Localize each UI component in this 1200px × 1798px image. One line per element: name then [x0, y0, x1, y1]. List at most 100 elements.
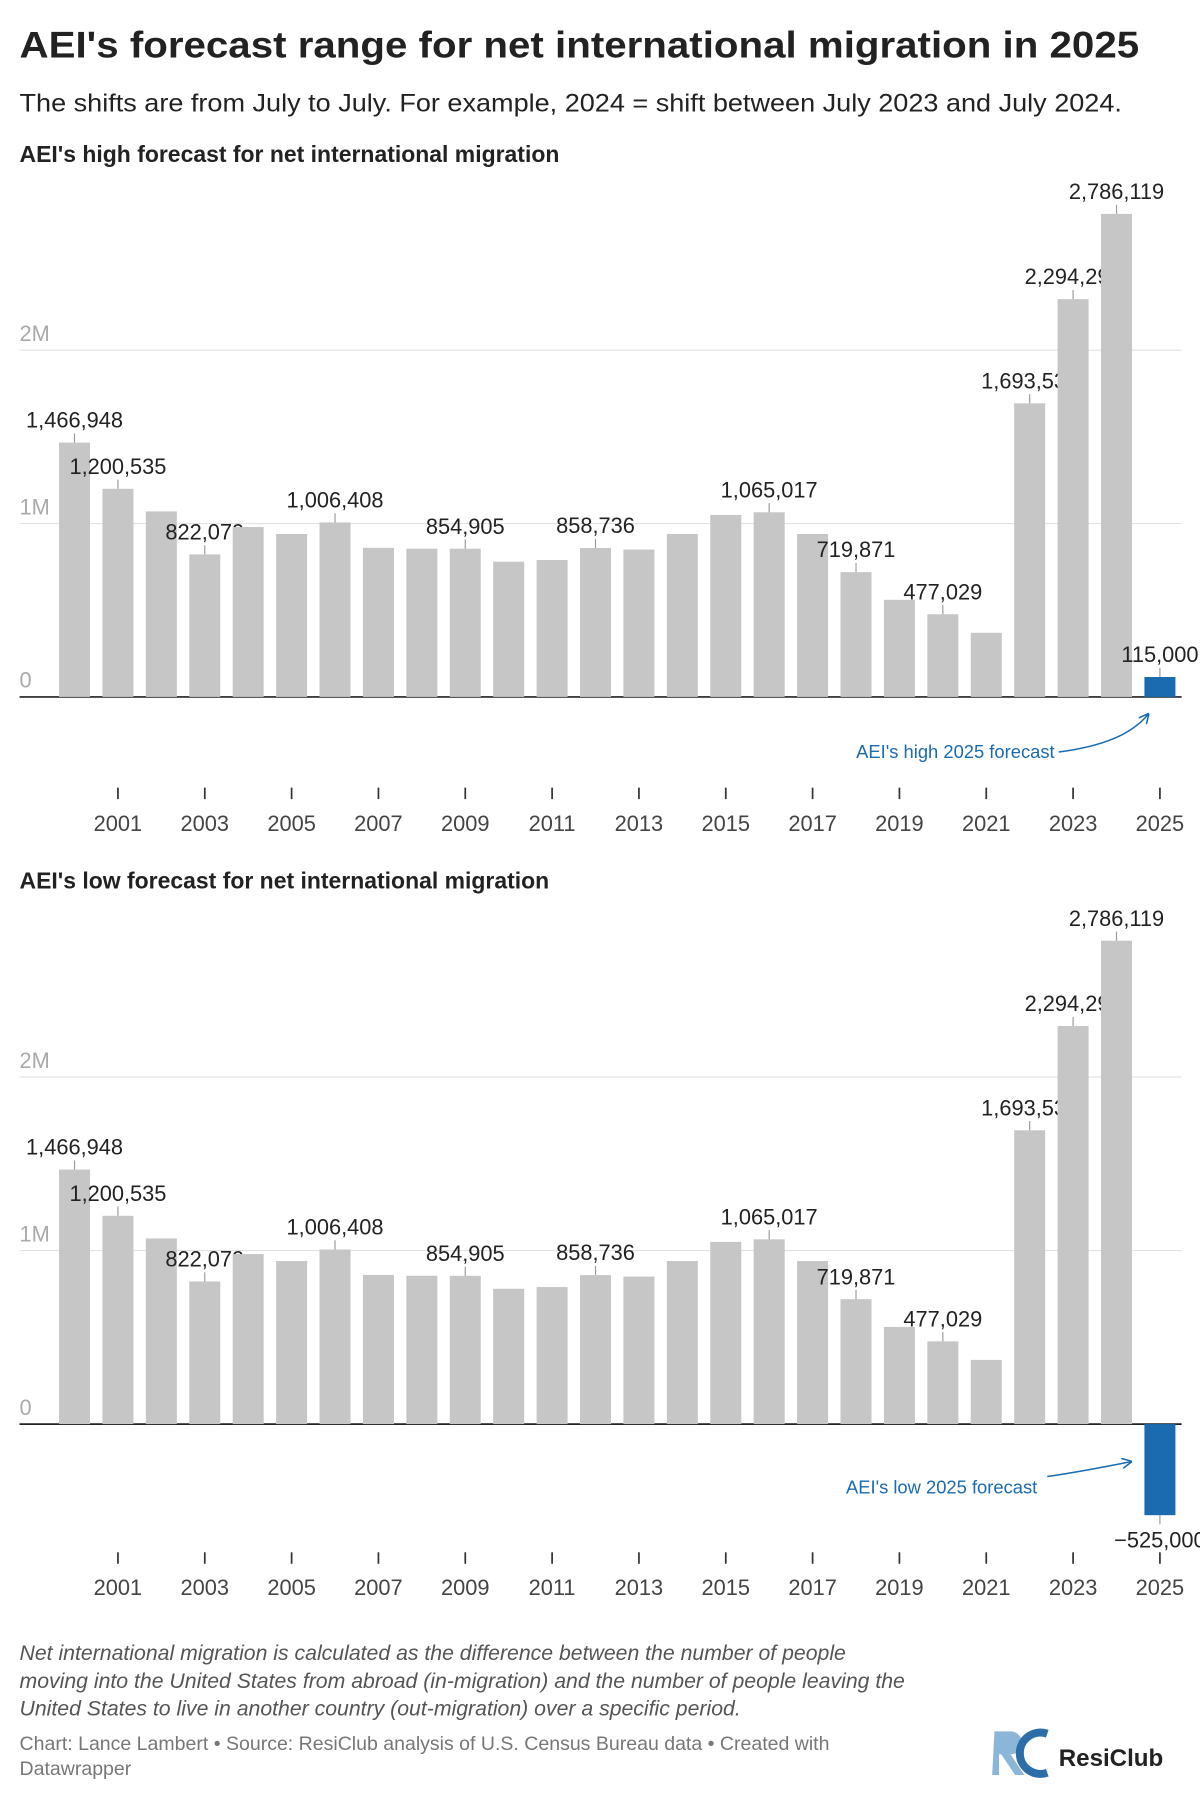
x-tick-label: 2003	[181, 811, 230, 836]
value-label: 477,029	[903, 579, 982, 604]
bar	[1101, 940, 1133, 1425]
bar	[59, 442, 91, 697]
bar	[1014, 403, 1046, 697]
x-tick-label: 2007	[354, 1575, 403, 1600]
x-tick-label: 2023	[1049, 811, 1098, 836]
bar	[710, 1241, 742, 1425]
annotation: AEI's low 2025 forecast	[846, 1477, 1037, 1498]
title: AEI's forecast range for net internation…	[20, 24, 1140, 65]
x-tick-label: 2021	[962, 1575, 1011, 1600]
bar	[753, 1239, 785, 1425]
bar	[1057, 1026, 1089, 1425]
x-tick-label: 2025	[1136, 811, 1185, 836]
value-label: 2,786,119	[1069, 179, 1164, 204]
y-tick-label: 2M	[20, 321, 50, 346]
x-tick-label: 2021	[962, 811, 1011, 836]
value-label: 719,871	[817, 537, 896, 562]
bar	[232, 1254, 264, 1425]
value-label: 477,029	[903, 1306, 982, 1331]
value-label: 1,006,408	[287, 1215, 384, 1240]
bar	[797, 1260, 829, 1425]
footnote: Net international migration is calculate…	[20, 1641, 847, 1665]
x-tick-label: 2011	[529, 1575, 576, 1600]
x-tick-label: 2005	[267, 811, 316, 836]
x-tick-label: 2007	[354, 811, 403, 836]
value-label: 858,736	[556, 1240, 635, 1265]
bar	[970, 632, 1002, 697]
bar	[623, 1276, 655, 1425]
value-label: 1,065,017	[721, 477, 818, 502]
bar	[493, 1288, 525, 1425]
x-tick-label: 2017	[788, 811, 837, 836]
value-label: 858,736	[556, 513, 635, 538]
bar	[1057, 299, 1089, 697]
x-tick-label: 2023	[1049, 1575, 1098, 1600]
bar	[710, 514, 742, 697]
bar	[319, 522, 351, 697]
x-tick-label: 2013	[615, 1575, 664, 1600]
bar	[666, 533, 698, 697]
x-tick-label: 2019	[875, 1575, 924, 1600]
value-label: 854,905	[426, 1241, 505, 1266]
bar	[840, 1299, 872, 1425]
x-tick-label: 2013	[615, 811, 664, 836]
footnote: United States to live in another country…	[20, 1696, 741, 1720]
bar	[883, 599, 915, 697]
value-label: 854,905	[426, 514, 505, 539]
bar	[406, 1275, 438, 1425]
chart-title: AEI's low forecast for net international…	[20, 868, 550, 894]
value-label: 822,079	[165, 519, 244, 544]
x-tick-label: 2025	[1136, 1575, 1185, 1600]
annotation: AEI's high 2025 forecast	[856, 741, 1054, 762]
value-label: 1,006,408	[287, 488, 384, 513]
bar	[189, 1281, 221, 1425]
x-tick-label: 2015	[702, 811, 751, 836]
bar	[666, 1260, 698, 1425]
bar	[449, 548, 481, 697]
value-label: 115,000	[1121, 642, 1198, 667]
value-label: −525,000	[1114, 1527, 1200, 1552]
bar	[406, 548, 438, 697]
value-label: 719,871	[817, 1264, 896, 1289]
bar	[883, 1326, 915, 1425]
credit: Datawrapper	[20, 1758, 132, 1780]
bar	[362, 1274, 394, 1425]
value-label: 822,079	[165, 1247, 244, 1272]
bar	[145, 1238, 177, 1425]
bar	[319, 1249, 351, 1425]
bar	[797, 533, 829, 697]
value-label: 2,786,119	[1069, 906, 1164, 931]
annotation-arrow	[1047, 1462, 1131, 1478]
bar	[59, 1169, 91, 1425]
logo-mark	[992, 1728, 1049, 1778]
x-tick-label: 2009	[441, 1575, 490, 1600]
bar	[102, 1215, 134, 1425]
bar	[1101, 213, 1133, 697]
bar	[536, 1287, 568, 1425]
x-tick-label: 2011	[529, 811, 576, 836]
bar	[580, 548, 612, 697]
bar	[1144, 1424, 1176, 1516]
bar	[493, 561, 525, 697]
bar	[145, 511, 177, 697]
y-tick-label: 1M	[20, 1221, 50, 1246]
value-label: 1,200,535	[69, 1181, 166, 1206]
bar	[580, 1275, 612, 1425]
subtitle: The shifts are from July to July. For ex…	[20, 89, 1122, 117]
footnote: moving into the United States from abroa…	[20, 1669, 906, 1693]
bar	[232, 527, 264, 697]
x-tick-label: 2005	[267, 1575, 316, 1600]
y-tick-label: 0	[20, 668, 32, 693]
x-tick-label: 2015	[702, 1575, 751, 1600]
y-tick-label: 0	[20, 1395, 32, 1420]
bar	[927, 1341, 959, 1425]
bar	[102, 488, 134, 697]
bar	[189, 554, 221, 697]
value-label: 1,466,948	[26, 1135, 123, 1160]
bar	[536, 559, 568, 697]
logo-text: ResiClub	[1059, 1745, 1164, 1772]
bar	[623, 549, 655, 697]
x-tick-label: 2019	[875, 811, 924, 836]
y-tick-label: 2M	[20, 1048, 50, 1073]
